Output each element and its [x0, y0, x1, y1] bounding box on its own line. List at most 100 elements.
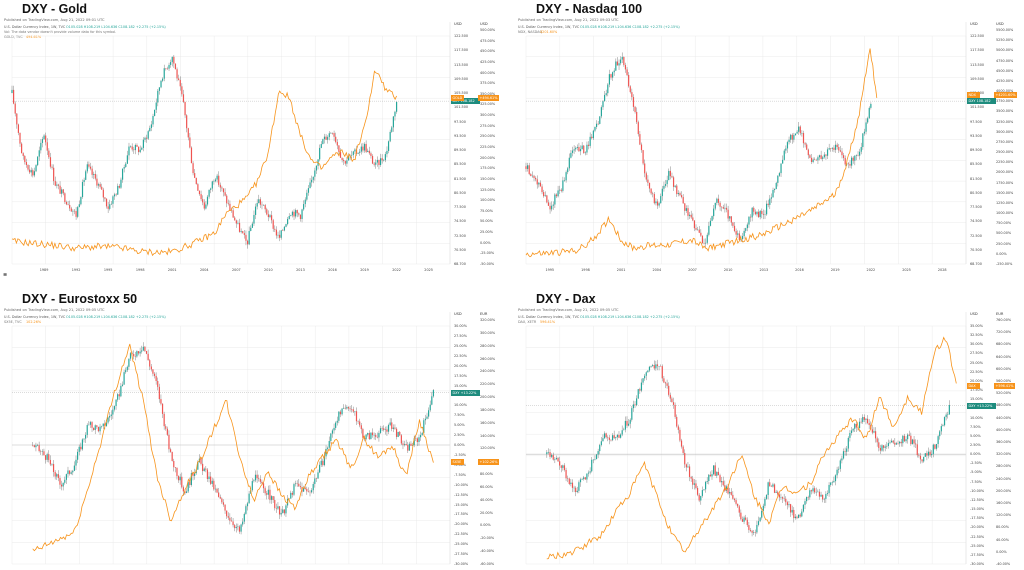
candle — [429, 404, 431, 411]
candle — [865, 122, 867, 132]
candle — [940, 426, 942, 432]
candle — [844, 157, 846, 165]
candle — [235, 220, 237, 224]
candle — [809, 490, 811, 498]
candle — [570, 152, 572, 158]
candle — [886, 446, 888, 447]
overlay-line — [32, 343, 434, 552]
candle — [234, 525, 236, 529]
y-tick-left: -2.50% — [970, 461, 982, 466]
candle — [32, 170, 34, 176]
x-tick: 1995 — [103, 268, 113, 272]
candle — [272, 496, 274, 501]
candle — [59, 185, 61, 194]
candle — [595, 454, 598, 460]
y-tick-left: 15.00% — [970, 397, 983, 402]
y-tick-right: 2750.00% — [996, 139, 1014, 144]
candle — [101, 186, 103, 190]
candle — [328, 133, 330, 138]
candle — [743, 517, 745, 522]
candle — [818, 155, 821, 158]
badge-dxy-label: DXY — [452, 390, 461, 395]
candle — [325, 448, 327, 457]
candle — [158, 386, 160, 400]
candle — [229, 203, 231, 210]
candle — [624, 420, 627, 430]
candle — [314, 170, 316, 177]
candle — [862, 133, 864, 148]
candle — [785, 498, 787, 503]
candle — [376, 159, 378, 163]
candle — [291, 211, 294, 216]
candle — [109, 204, 111, 209]
candle — [246, 503, 249, 507]
candle — [733, 498, 736, 501]
candle — [81, 439, 84, 450]
candle — [714, 465, 716, 476]
candle — [876, 438, 878, 443]
x-tick: 2016 — [328, 268, 337, 272]
candle — [137, 351, 140, 354]
candle — [134, 144, 136, 151]
candle — [615, 437, 617, 439]
candle — [306, 192, 308, 200]
x-tick: 2019 — [830, 268, 840, 272]
candle — [918, 455, 920, 456]
y-tick-right: 425.00% — [480, 59, 496, 64]
candle — [296, 210, 298, 214]
candle — [362, 429, 364, 438]
y-tick-left: 0.00% — [454, 443, 465, 447]
candle — [607, 437, 609, 438]
candle — [692, 478, 694, 485]
candle — [203, 468, 205, 472]
candle — [267, 214, 269, 218]
candle — [663, 378, 665, 383]
candle — [834, 475, 837, 482]
candle — [855, 155, 858, 156]
candle — [767, 203, 769, 205]
candle — [660, 366, 662, 367]
candle — [583, 145, 585, 154]
candle — [851, 157, 853, 166]
candle — [352, 151, 354, 156]
candle — [392, 427, 394, 429]
y-tick-left: 109.500 — [970, 76, 985, 81]
candle — [698, 229, 700, 233]
candle — [631, 92, 633, 98]
candle — [218, 175, 220, 185]
candle — [826, 149, 829, 156]
candle — [778, 494, 780, 498]
candle — [64, 193, 66, 203]
candle — [83, 438, 85, 440]
y-tick-right: 600.00% — [996, 366, 1012, 371]
candle — [53, 167, 55, 182]
candle — [533, 175, 535, 178]
candle — [786, 142, 789, 149]
candle — [384, 429, 386, 430]
candle — [40, 142, 42, 151]
candle — [825, 494, 827, 499]
candle — [932, 444, 934, 454]
candle — [528, 165, 530, 175]
candle — [400, 435, 402, 444]
candle — [697, 229, 699, 231]
candle — [232, 521, 234, 526]
candle — [644, 163, 646, 174]
candle — [887, 443, 890, 447]
y-tick-left: 22.50% — [970, 369, 983, 374]
candle — [924, 453, 926, 457]
chart-title: DXY - Gold — [22, 2, 88, 16]
candle — [863, 417, 865, 420]
candle — [844, 451, 846, 452]
candle — [262, 483, 265, 489]
candle — [166, 68, 169, 70]
x-tick: 1989 — [39, 268, 49, 272]
candle — [650, 188, 652, 194]
badge-overlay-label: SX5E — [451, 459, 464, 466]
candle — [613, 70, 615, 73]
candle — [213, 181, 215, 182]
candle — [285, 224, 287, 227]
candle — [680, 195, 683, 198]
candle — [43, 451, 45, 456]
candle — [868, 423, 870, 426]
